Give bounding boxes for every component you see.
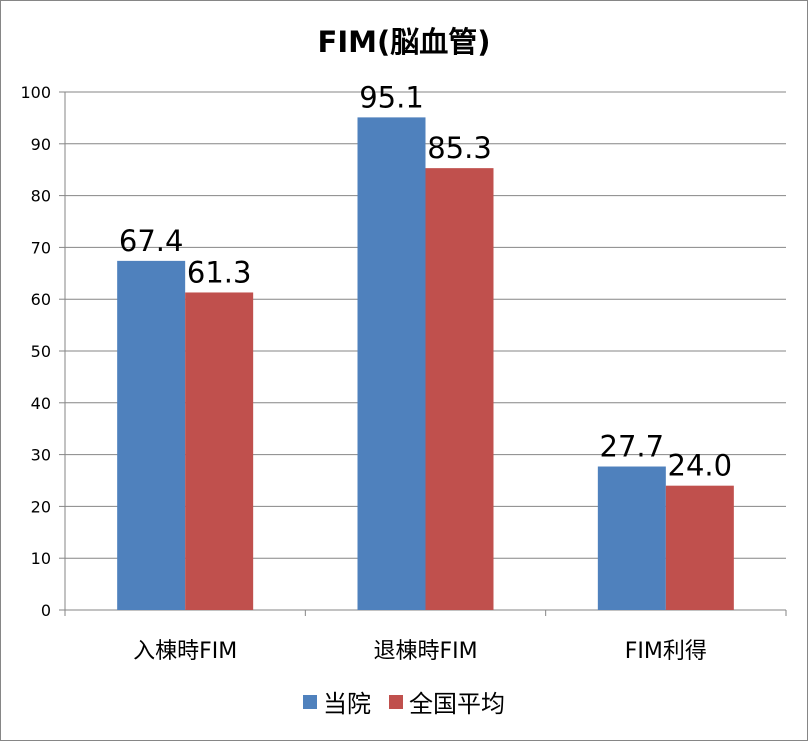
- bar-series-1: [665, 485, 734, 610]
- chart-title: FIM(脳血管): [317, 25, 491, 59]
- data-label: 27.7: [600, 430, 665, 464]
- bar-series-1: [425, 168, 494, 610]
- legend-item-series-0: 当院: [303, 684, 371, 719]
- bar-series-0: [117, 260, 186, 610]
- y-tick-label: 50: [31, 342, 51, 361]
- x-tick-label: 入棟時FIM: [133, 639, 237, 664]
- chart-legend: 当院 全国平均: [1, 684, 807, 719]
- legend-swatch-series-1: [389, 694, 403, 709]
- bar-series-1: [185, 292, 254, 610]
- y-tick-label: 0: [41, 601, 51, 620]
- bar-series-0: [357, 117, 426, 610]
- y-tick-label: 80: [31, 187, 51, 206]
- data-label: 61.3: [187, 255, 252, 289]
- data-label: 95.1: [359, 80, 424, 114]
- data-label: 85.3: [427, 131, 492, 165]
- legend-label-series-1: 全国平均: [409, 690, 505, 718]
- y-tick-label: 20: [31, 497, 51, 516]
- legend-item-series-1: 全国平均: [389, 684, 505, 719]
- data-label: 24.0: [668, 449, 733, 483]
- y-tick-label: 70: [31, 238, 51, 257]
- y-tick-label: 10: [31, 549, 51, 568]
- y-tick-label: 40: [31, 394, 51, 413]
- y-tick-label: 30: [31, 446, 51, 465]
- data-label: 67.4: [119, 224, 184, 258]
- x-tick-label: 退棟時FIM: [373, 639, 477, 664]
- y-tick-label: 100: [20, 83, 51, 102]
- y-tick-label: 90: [31, 135, 51, 154]
- legend-label-series-0: 当院: [323, 690, 371, 718]
- y-tick-label: 60: [31, 290, 51, 309]
- bar-series-0: [597, 466, 666, 610]
- x-tick-label: FIM利得: [625, 639, 707, 664]
- legend-swatch-series-0: [303, 694, 317, 709]
